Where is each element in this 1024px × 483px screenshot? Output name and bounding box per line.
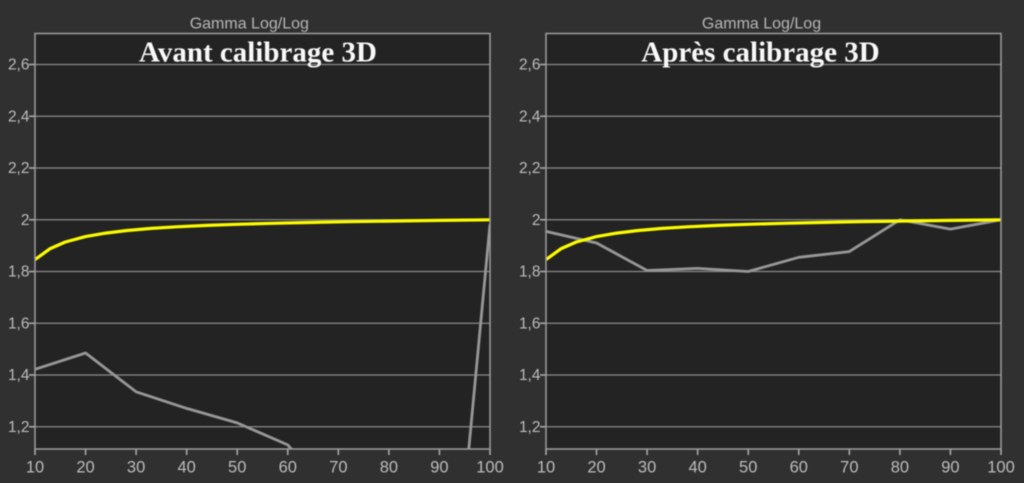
svg-text:90: 90 bbox=[941, 459, 959, 477]
svg-text:80: 80 bbox=[891, 459, 909, 477]
svg-text:20: 20 bbox=[76, 459, 94, 477]
svg-text:1,6: 1,6 bbox=[8, 315, 30, 332]
svg-text:70: 70 bbox=[840, 459, 858, 477]
svg-text:2,4: 2,4 bbox=[519, 108, 541, 125]
svg-text:2: 2 bbox=[21, 212, 30, 229]
svg-text:2,6: 2,6 bbox=[519, 57, 541, 74]
svg-text:30: 30 bbox=[127, 459, 145, 477]
svg-text:Gamma Log/Log: Gamma Log/Log bbox=[190, 16, 309, 33]
svg-text:70: 70 bbox=[329, 459, 347, 477]
svg-text:1,8: 1,8 bbox=[8, 264, 30, 281]
svg-text:40: 40 bbox=[688, 459, 706, 477]
svg-text:1,4: 1,4 bbox=[519, 367, 541, 384]
svg-text:2: 2 bbox=[532, 212, 541, 229]
svg-text:Après calibrage 3D: Après calibrage 3D bbox=[641, 37, 879, 69]
svg-text:Gamma Log/Log: Gamma Log/Log bbox=[702, 16, 821, 33]
svg-text:40: 40 bbox=[177, 459, 195, 477]
svg-text:10: 10 bbox=[26, 459, 44, 477]
svg-text:2,6: 2,6 bbox=[8, 57, 30, 74]
svg-text:1,6: 1,6 bbox=[519, 315, 541, 332]
svg-text:60: 60 bbox=[790, 459, 808, 477]
svg-text:60: 60 bbox=[279, 459, 297, 477]
svg-text:2,2: 2,2 bbox=[8, 160, 30, 177]
svg-text:100: 100 bbox=[987, 459, 1015, 477]
svg-text:50: 50 bbox=[228, 459, 246, 477]
svg-text:2,2: 2,2 bbox=[519, 160, 541, 177]
svg-text:90: 90 bbox=[430, 459, 448, 477]
svg-text:1,2: 1,2 bbox=[519, 419, 541, 436]
svg-text:1,4: 1,4 bbox=[8, 367, 30, 384]
svg-text:100: 100 bbox=[476, 459, 504, 477]
svg-text:10: 10 bbox=[537, 459, 555, 477]
svg-text:Avant calibrage 3D: Avant calibrage 3D bbox=[139, 37, 377, 69]
svg-text:1,8: 1,8 bbox=[519, 264, 541, 281]
svg-text:1,2: 1,2 bbox=[8, 419, 30, 436]
svg-text:2,4: 2,4 bbox=[8, 108, 30, 125]
svg-text:50: 50 bbox=[739, 459, 757, 477]
svg-text:80: 80 bbox=[380, 459, 398, 477]
svg-text:30: 30 bbox=[638, 459, 656, 477]
svg-text:20: 20 bbox=[587, 459, 605, 477]
